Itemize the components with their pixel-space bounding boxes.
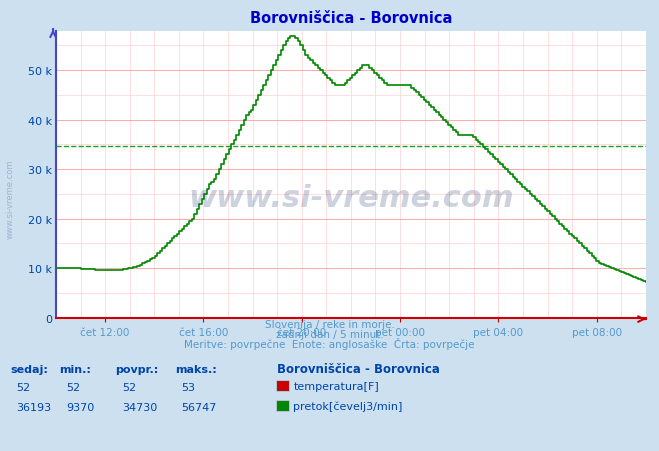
Text: 9370: 9370	[66, 402, 94, 412]
Text: www.si-vreme.com: www.si-vreme.com	[188, 183, 514, 212]
Text: 52: 52	[66, 382, 80, 392]
Text: 56747: 56747	[181, 402, 217, 412]
Title: Borovniščica - Borovnica: Borovniščica - Borovnica	[250, 11, 452, 26]
Text: sedaj:: sedaj:	[10, 364, 47, 374]
Text: temperatura[F]: temperatura[F]	[293, 381, 379, 391]
Text: povpr.:: povpr.:	[115, 364, 159, 374]
Text: 52: 52	[122, 382, 136, 392]
Text: pretok[čevelj3/min]: pretok[čevelj3/min]	[293, 400, 403, 411]
Text: Meritve: povrpečne  Enote: anglosaške  Črta: povrpečje: Meritve: povrpečne Enote: anglosaške Črt…	[185, 337, 474, 349]
Text: 52: 52	[16, 382, 30, 392]
Text: min.:: min.:	[59, 364, 91, 374]
Text: Slovenija / reke in morje.: Slovenija / reke in morje.	[264, 319, 395, 329]
Text: zadnji dan / 5 minut.: zadnji dan / 5 minut.	[275, 329, 384, 339]
Text: maks.:: maks.:	[175, 364, 216, 374]
Text: 36193: 36193	[16, 402, 51, 412]
Text: 34730: 34730	[122, 402, 157, 412]
Text: Borovniščica - Borovnica: Borovniščica - Borovnica	[277, 362, 440, 375]
Text: www.si-vreme.com: www.si-vreme.com	[5, 159, 14, 238]
Text: 53: 53	[181, 382, 195, 392]
